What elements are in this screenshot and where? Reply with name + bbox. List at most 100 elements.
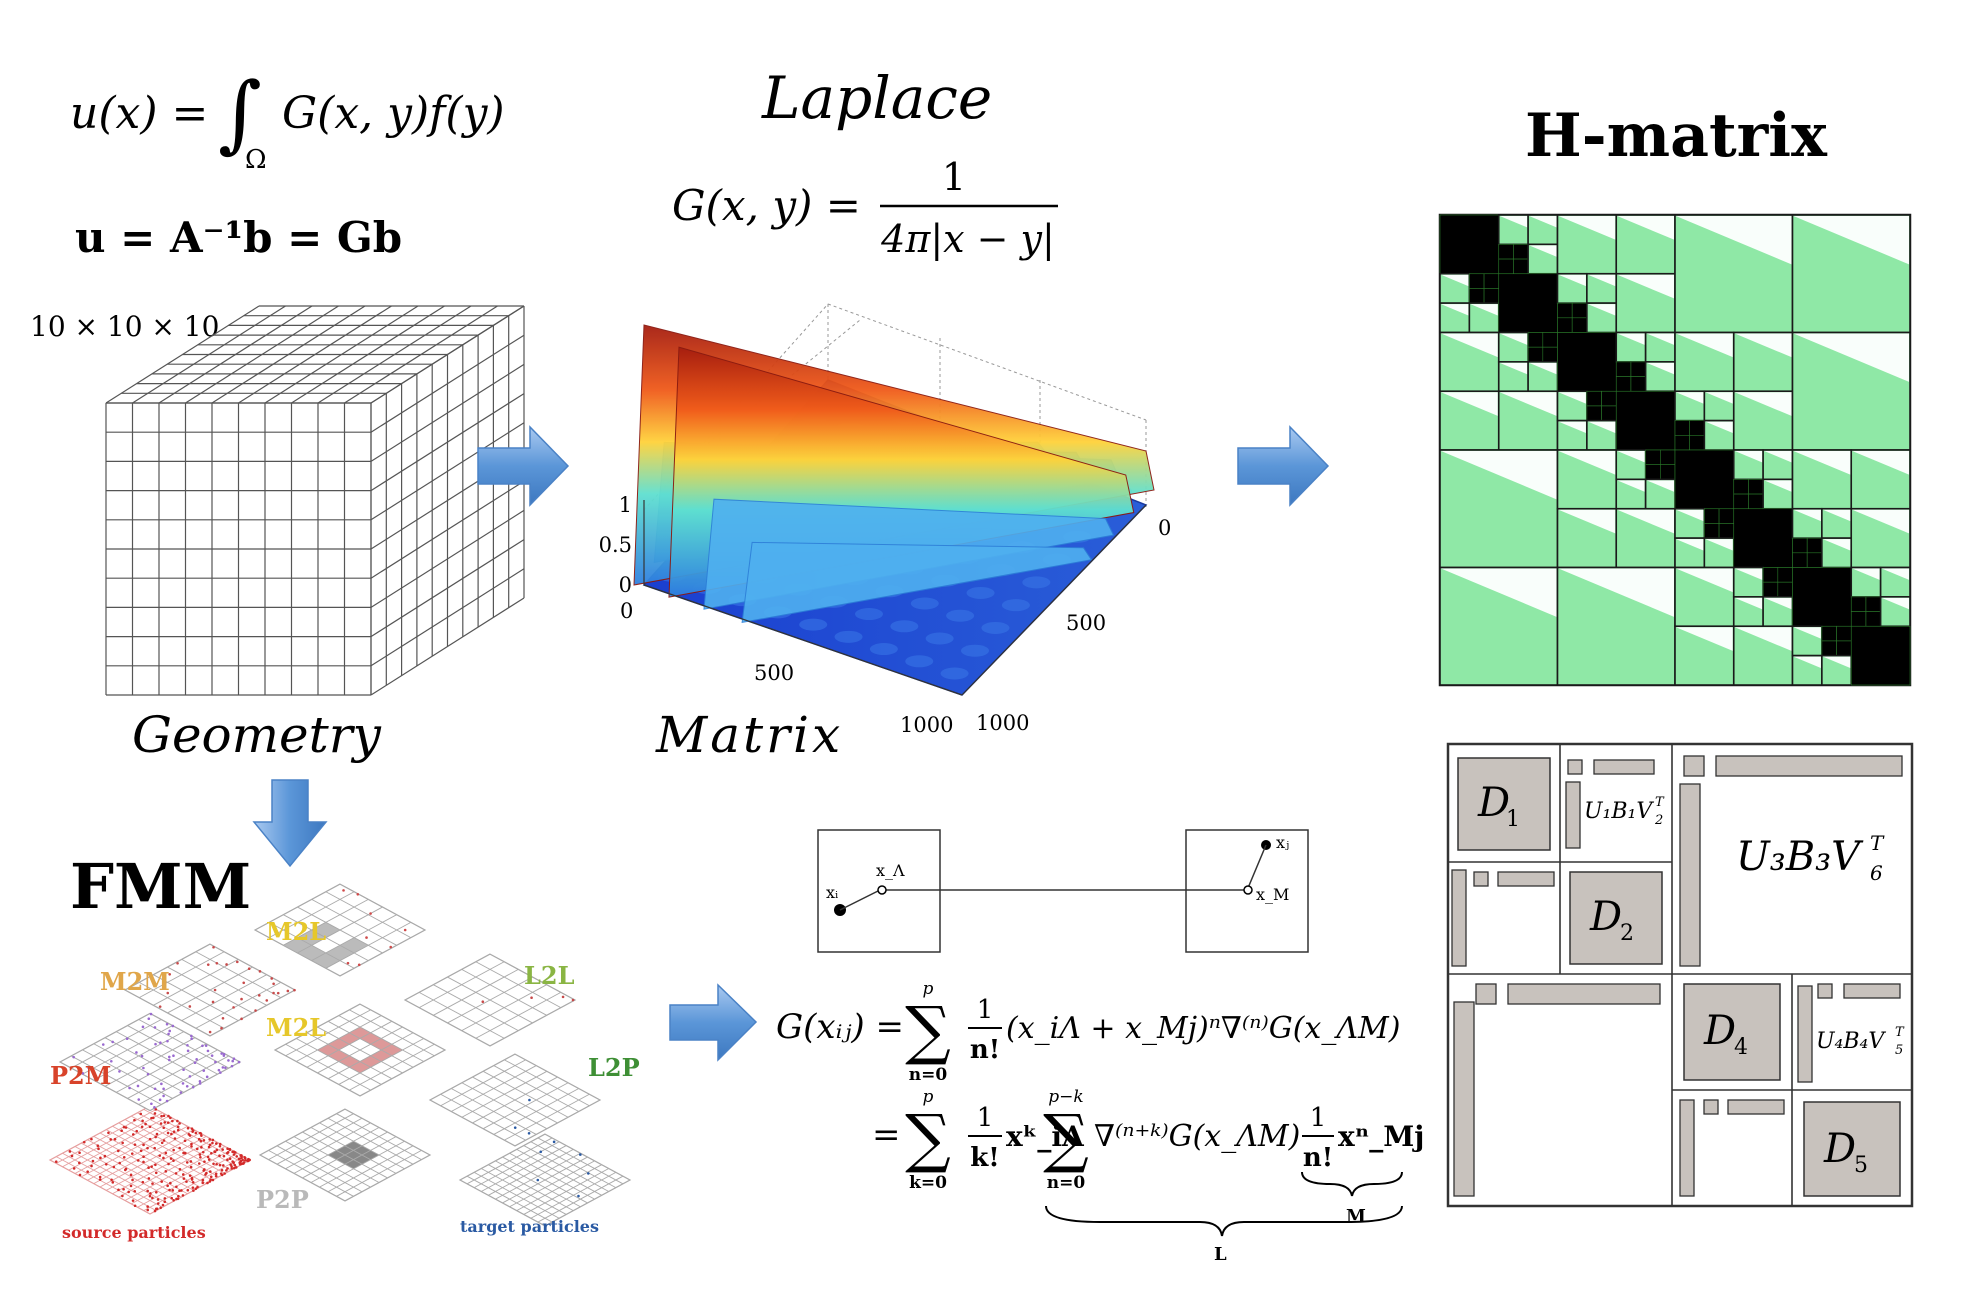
particle-dot	[237, 1157, 241, 1161]
dense-block	[1762, 581, 1779, 598]
particle-dot	[179, 1091, 183, 1094]
particle-dot	[172, 1159, 175, 1162]
expansion-line-1: G(xᵢⱼ) = p ∑ n=0 1 n! (x_iΛ + x_Mj)ⁿ∇⁽ⁿ⁾…	[776, 979, 1400, 1085]
surface-bump	[799, 618, 828, 631]
particle-dot	[160, 1141, 164, 1145]
particle-dot	[122, 1125, 126, 1129]
particle-dot	[96, 1144, 100, 1148]
cube-grid-line	[264, 305, 419, 404]
grid-line	[116, 1043, 207, 1093]
particle-dot	[190, 1176, 194, 1180]
y-tick-3: 1000	[976, 711, 1029, 735]
svg-text:p: p	[923, 979, 934, 999]
particle-dot	[155, 1132, 159, 1136]
particle-dot	[195, 1147, 199, 1151]
particle-dot	[155, 1207, 159, 1211]
p2p-grid	[258, 1108, 432, 1202]
lowrank-triangle	[1499, 362, 1528, 375]
lowrank-triangle	[1617, 509, 1674, 534]
lowrank-triangle	[1676, 627, 1733, 651]
particle-dot	[230, 1064, 234, 1068]
particle-dot	[198, 1079, 202, 1083]
particle-dot	[201, 1181, 205, 1185]
particle-dot	[162, 1126, 166, 1130]
lowrank-triangle	[1558, 216, 1616, 240]
svg-text:n!: n!	[970, 1035, 1000, 1065]
label-xi: xᵢ	[826, 883, 838, 902]
particle-dot	[90, 1137, 93, 1141]
grid-line	[493, 1088, 579, 1135]
particle-dot	[204, 1044, 208, 1047]
grid-line	[537, 1137, 624, 1185]
particle-dot	[225, 1169, 228, 1172]
label-l2p: L2P	[588, 1053, 640, 1082]
particle-dot	[232, 1166, 236, 1170]
lowrank-block-2	[1451, 869, 1555, 967]
lowrank-triangle	[1881, 568, 1909, 580]
particle-dot	[219, 1071, 222, 1074]
particle-dot	[187, 1133, 191, 1136]
source-grid	[48, 1105, 252, 1215]
svg-text:D: D	[1589, 894, 1622, 940]
grid-line	[493, 1065, 579, 1112]
integral-lhs: u(x) =	[70, 88, 208, 139]
lowrank-triangle	[1529, 245, 1557, 257]
particle-dot	[166, 1121, 170, 1124]
surface-ridge	[741, 541, 1093, 624]
particle-dot	[579, 1153, 582, 1156]
grid-line	[344, 1108, 431, 1156]
particle-dot	[137, 1098, 141, 1101]
particle-dot	[190, 1034, 193, 1038]
surface-bump	[940, 667, 969, 680]
particle-dot	[156, 1198, 160, 1201]
label-l2l: L2L	[524, 961, 575, 990]
geometry-cube	[105, 305, 525, 696]
lowrank-triangle	[1617, 451, 1645, 463]
cube-grid-line	[370, 539, 525, 638]
particle-dot	[166, 991, 170, 995]
lowrank-triangle	[1676, 568, 1733, 593]
x-tick-3: 1000	[900, 713, 953, 737]
particle-dot	[191, 1186, 195, 1189]
particle-dot	[165, 1099, 169, 1103]
dense-block	[1571, 302, 1588, 319]
label-xL: x_Λ	[876, 861, 905, 880]
particle-dot	[240, 997, 243, 1001]
dense-block	[1704, 508, 1720, 524]
particle-dot	[139, 1112, 143, 1116]
particle-dot	[185, 1180, 188, 1183]
lowrank-block-3: U₃B₃V 6 T	[1679, 755, 1903, 967]
particle-dot	[165, 1022, 169, 1026]
lowrank-triangle	[1441, 274, 1469, 287]
m2l-top-grid	[253, 883, 427, 977]
particle-dot	[211, 1000, 215, 1004]
particle-dot	[186, 1126, 190, 1130]
particle-dot	[209, 1175, 213, 1179]
particle-dot	[154, 1191, 158, 1194]
particle-dot	[365, 936, 368, 939]
particle-dot	[192, 1189, 195, 1192]
particle-dot	[131, 1178, 134, 1182]
particle-dot	[78, 1151, 81, 1155]
particle-dot	[246, 1159, 250, 1163]
integral-body: G(x, y)f(y)	[282, 88, 505, 139]
particle-dot	[156, 1202, 160, 1205]
particle-dot	[140, 1125, 144, 1129]
lowrank-triangle	[1587, 274, 1616, 287]
particle-dot	[199, 1132, 203, 1135]
particle-dot	[159, 1206, 162, 1210]
particle-dot	[536, 1178, 540, 1182]
lowrank-triangle	[1646, 480, 1674, 492]
particle-dot	[135, 1129, 139, 1133]
lowrank-triangle	[1558, 451, 1616, 475]
dense-block	[1469, 273, 1485, 289]
particle-dot	[199, 1155, 202, 1159]
particle-dot	[158, 1098, 162, 1102]
kernel-equation: G(x, y) = 1 4π|x − y|	[672, 155, 1058, 261]
svg-text:n=0: n=0	[909, 1065, 948, 1085]
grid-line	[537, 1175, 624, 1223]
svg-text:D: D	[1823, 1126, 1856, 1172]
svg-text:1: 1	[1506, 807, 1520, 832]
particle-dot	[111, 1040, 114, 1044]
